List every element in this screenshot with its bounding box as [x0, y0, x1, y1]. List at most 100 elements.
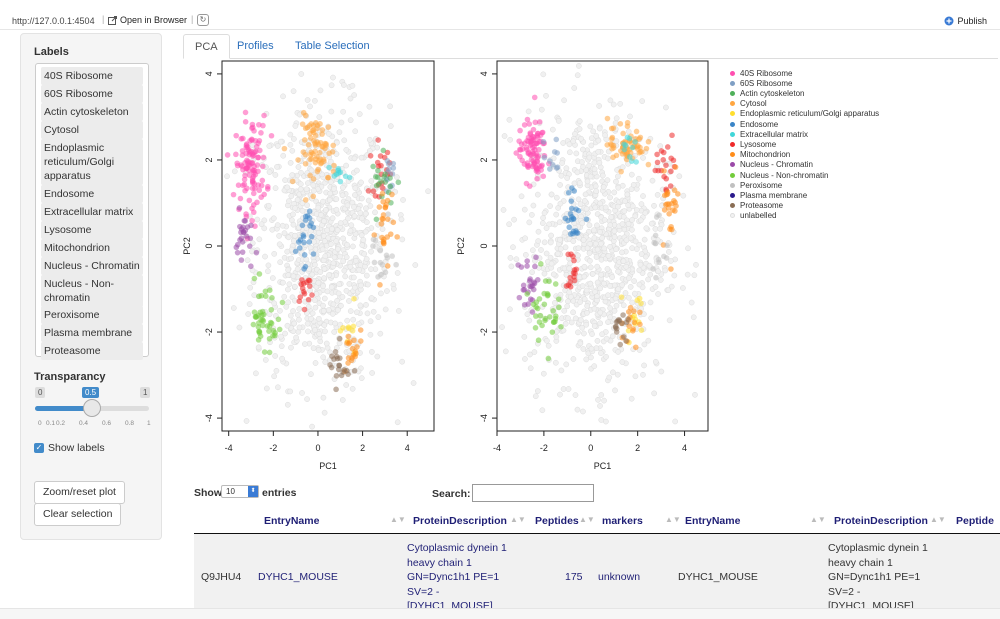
table-row[interactable]: Q9JHU4 DYHC1_MOUSE Cytoplasmic dynein 1 …: [194, 534, 1000, 612]
data-point: [307, 103, 313, 110]
data-point: [547, 254, 554, 261]
chevron-updown-icon: ⬍: [248, 486, 258, 497]
data-point: [310, 193, 317, 200]
data-point: [675, 191, 681, 197]
legend-label: Nucleus - Non-chromatin: [740, 170, 829, 180]
data-point: [529, 269, 535, 276]
slider-handle[interactable]: [83, 399, 101, 417]
data-point: [284, 322, 291, 329]
cluster: [292, 208, 317, 272]
label-option[interactable]: Nucleus - Non- chromatin: [41, 275, 143, 307]
open-in-browser-button[interactable]: Open in Browser: [108, 15, 187, 25]
x-axis-label: PC1: [594, 461, 612, 471]
refresh-icon[interactable]: ↻: [197, 14, 209, 26]
label-option[interactable]: Nucleus - Chromatin: [41, 257, 143, 275]
label-option[interactable]: Mitochondrion: [41, 239, 143, 257]
data-point: [554, 150, 560, 156]
publish-button[interactable]: Publish: [944, 16, 987, 26]
data-point: [316, 315, 322, 322]
data-point: [527, 131, 534, 137]
data-point: [266, 287, 273, 293]
tab-table-selection[interactable]: Table Selection: [295, 40, 370, 52]
data-point: [234, 249, 241, 256]
col-proteindescription-2[interactable]: ProteinDescription: [834, 515, 928, 527]
data-point: [357, 327, 364, 333]
col-peptides-2[interactable]: Peptide: [956, 515, 994, 527]
zoom-reset-button[interactable]: Zoom/reset plot: [34, 481, 125, 504]
data-point: [534, 388, 541, 394]
data-point: [328, 108, 335, 115]
data-point: [643, 145, 650, 152]
label-option[interactable]: Plasma membrane: [41, 324, 143, 342]
row-description: Cytoplasmic dynein 1 heavy chain 1 GN=Dy…: [407, 542, 507, 612]
data-point: [356, 267, 363, 273]
label-option[interactable]: 40S Ribosome: [41, 67, 143, 85]
data-point: [581, 263, 588, 270]
labels-select[interactable]: 40S Ribosome 60S Ribosome Actin cytoskel…: [35, 63, 149, 360]
data-point: [521, 286, 528, 293]
data-point: [258, 292, 265, 299]
data-point: [274, 164, 280, 170]
sort-icon[interactable]: ▲▼: [510, 515, 526, 524]
sort-icon[interactable]: ▲▼: [930, 515, 946, 524]
col-peptides[interactable]: Peptides: [535, 515, 579, 527]
col-entryname[interactable]: EntryName: [264, 515, 320, 527]
data-point: [577, 340, 584, 347]
label-option[interactable]: 60S Ribosome: [41, 85, 143, 103]
data-point: [312, 304, 319, 311]
label-option[interactable]: Lysosome: [41, 221, 143, 239]
show-labels-checkbox[interactable]: ✓ Show labels: [34, 442, 105, 454]
data-point: [513, 256, 520, 263]
data-point: [574, 230, 581, 236]
data-point: [274, 222, 281, 228]
data-point: [270, 215, 277, 222]
entries-select[interactable]: 10 ⬍: [221, 485, 259, 498]
tab-profiles[interactable]: Profiles: [237, 40, 274, 52]
data-point: [583, 321, 590, 328]
label-option[interactable]: Peroxisome: [41, 306, 143, 324]
sort-icon[interactable]: ▲▼: [810, 515, 826, 524]
data-point: [329, 226, 335, 232]
sort-icon[interactable]: ▲▼: [665, 515, 681, 524]
cluster: [524, 261, 564, 362]
legend-item: Extracellular matrix: [730, 129, 808, 139]
data-point: [590, 227, 597, 234]
data-point: [649, 177, 656, 184]
row-entryname-2: DYHC1_MOUSE: [678, 571, 758, 583]
data-point: [246, 243, 253, 249]
data-point: [610, 125, 617, 131]
label-option[interactable]: Cytosol: [41, 121, 143, 139]
search-input[interactable]: [472, 484, 594, 502]
data-point: [333, 196, 340, 202]
col-entryname-2[interactable]: EntryName: [685, 515, 741, 527]
data-point: [518, 193, 525, 200]
data-point: [250, 190, 257, 197]
sort-icon[interactable]: ▲▼: [579, 515, 595, 524]
clear-selection-button[interactable]: Clear selection: [34, 503, 122, 526]
data-point: [571, 257, 577, 264]
col-proteindescription[interactable]: ProteinDescription: [413, 515, 507, 527]
col-markers[interactable]: markers: [602, 515, 643, 527]
data-point: [276, 241, 283, 248]
data-point: [591, 235, 598, 241]
data-point: [292, 283, 298, 290]
data-point: [265, 262, 272, 269]
label-option[interactable]: Proteasome: [41, 342, 143, 360]
data-point: [640, 193, 646, 199]
label-option[interactable]: Actin cytoskeleton: [41, 103, 143, 121]
data-point: [628, 158, 635, 164]
data-point: [369, 370, 375, 376]
label-option[interactable]: Extracellular matrix: [41, 203, 143, 221]
data-point: [297, 186, 304, 193]
data-point: [280, 152, 287, 159]
data-point: [301, 239, 307, 246]
horizontal-scrollbar[interactable]: [0, 608, 1000, 619]
label-option[interactable]: Endosome: [41, 185, 143, 203]
data-point: [337, 220, 344, 226]
tab-pca[interactable]: PCA: [183, 34, 230, 59]
label-option[interactable]: Endoplasmic reticulum/Golgi apparatus: [41, 139, 143, 185]
data-point: [637, 134, 644, 141]
data-point: [540, 370, 547, 377]
sort-icon[interactable]: ▲▼: [390, 515, 406, 524]
